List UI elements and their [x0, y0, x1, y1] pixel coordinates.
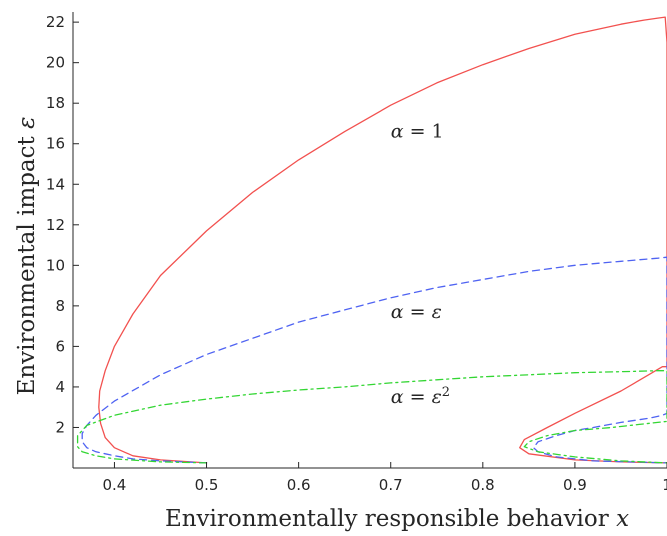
y-tick-label: 4 [55, 378, 65, 396]
ticks-layer: 0.40.50.60.70.80.91246810121416182022 [46, 13, 667, 494]
x-tick-label: 0.5 [195, 476, 219, 494]
y-tick-label: 20 [46, 54, 65, 72]
x-tick-label: 0.6 [287, 476, 311, 494]
series-line-2 [81, 256, 667, 464]
annotations-layer: α = 1 α = ε α = ε2 [391, 121, 450, 408]
y-tick-label: 22 [46, 13, 65, 31]
y-tick-label: 8 [55, 297, 65, 315]
y-tick-label: 2 [55, 418, 65, 436]
x-tick-label: 1 [662, 476, 667, 494]
y-tick-label: 6 [55, 337, 65, 355]
curve-annotation: α = 1 [391, 121, 444, 143]
curve-annotation: α = ε [391, 301, 442, 323]
x-tick-label: 0.9 [563, 476, 587, 494]
y-axis-title: Environmental impact ε [14, 117, 40, 396]
y-tick-label: 14 [46, 175, 65, 193]
curve-annotation: α = ε2 [391, 385, 450, 409]
axes-layer [72, 12, 667, 469]
x-axis-title: Environmentally responsible behavior x [165, 506, 629, 532]
x-tick-label: 0.8 [471, 476, 495, 494]
series-line-1 [98, 16, 667, 464]
y-tick-label: 16 [46, 135, 65, 153]
y-tick-label: 12 [46, 216, 65, 234]
y-tick-label: 18 [46, 94, 65, 112]
series-line-3 [76, 370, 667, 464]
series-layer [76, 16, 667, 464]
x-tick-label: 0.4 [103, 476, 127, 494]
y-tick-label: 10 [46, 256, 65, 274]
x-tick-label: 0.7 [379, 476, 403, 494]
